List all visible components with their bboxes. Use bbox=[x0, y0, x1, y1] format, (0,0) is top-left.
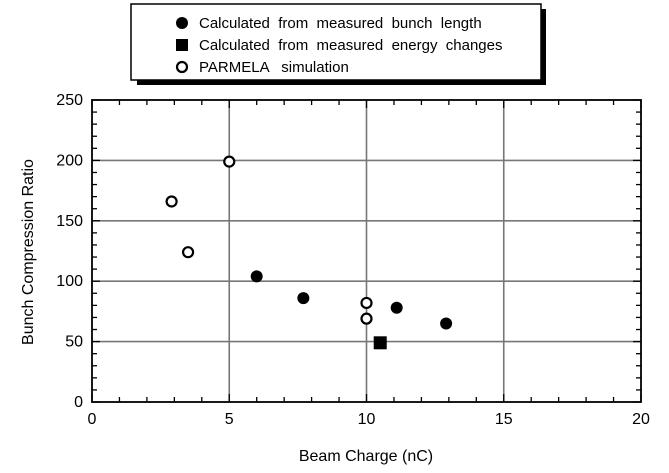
legend: Calculated from measured bunch length Ca… bbox=[130, 3, 546, 85]
legend-box bbox=[130, 3, 542, 81]
y-tick-label: 200 bbox=[56, 152, 83, 169]
y-axis-label: Bunch Compression Ratio bbox=[20, 159, 37, 345]
legend-label-parmela: PARMELA simulation bbox=[199, 59, 349, 76]
x-tick-label: 15 bbox=[495, 411, 513, 428]
y-tick-label: 150 bbox=[56, 213, 83, 230]
point-parmela bbox=[165, 195, 178, 208]
y-tick-label: 100 bbox=[56, 273, 83, 290]
x-tick-label: 0 bbox=[88, 411, 97, 428]
legend-marker-open-circle bbox=[175, 60, 189, 74]
x-tick-label: 20 bbox=[632, 411, 650, 428]
legend-label-energy-changes: Calculated from measured energy changes bbox=[199, 37, 503, 54]
legend-marker-filled-circle bbox=[176, 17, 188, 29]
y-tick-label: 50 bbox=[65, 334, 83, 351]
point-parmela bbox=[181, 246, 195, 259]
point-parmela bbox=[360, 296, 373, 310]
point-parmela bbox=[223, 155, 236, 168]
point-bunch-length bbox=[390, 301, 403, 314]
grid-lines bbox=[92, 100, 641, 402]
data-points bbox=[165, 155, 453, 350]
point-bunch-length bbox=[250, 270, 263, 283]
point-energy-changes bbox=[373, 336, 387, 350]
point-bunch-length bbox=[440, 317, 453, 330]
point-parmela bbox=[360, 312, 373, 325]
x-tick-label: 5 bbox=[225, 411, 234, 428]
point-bunch-length bbox=[297, 292, 310, 305]
x-axis-label: Beam Charge (nC) bbox=[299, 448, 433, 465]
legend-label-bunch-length: Calculated from measured bunch length bbox=[199, 15, 482, 32]
y-tick-label: 0 bbox=[74, 394, 83, 411]
plot-frame bbox=[91, 99, 642, 403]
legend-marker-filled-square bbox=[176, 39, 188, 51]
x-tick-label: 10 bbox=[358, 411, 376, 428]
y-tick-label: 250 bbox=[56, 92, 83, 109]
